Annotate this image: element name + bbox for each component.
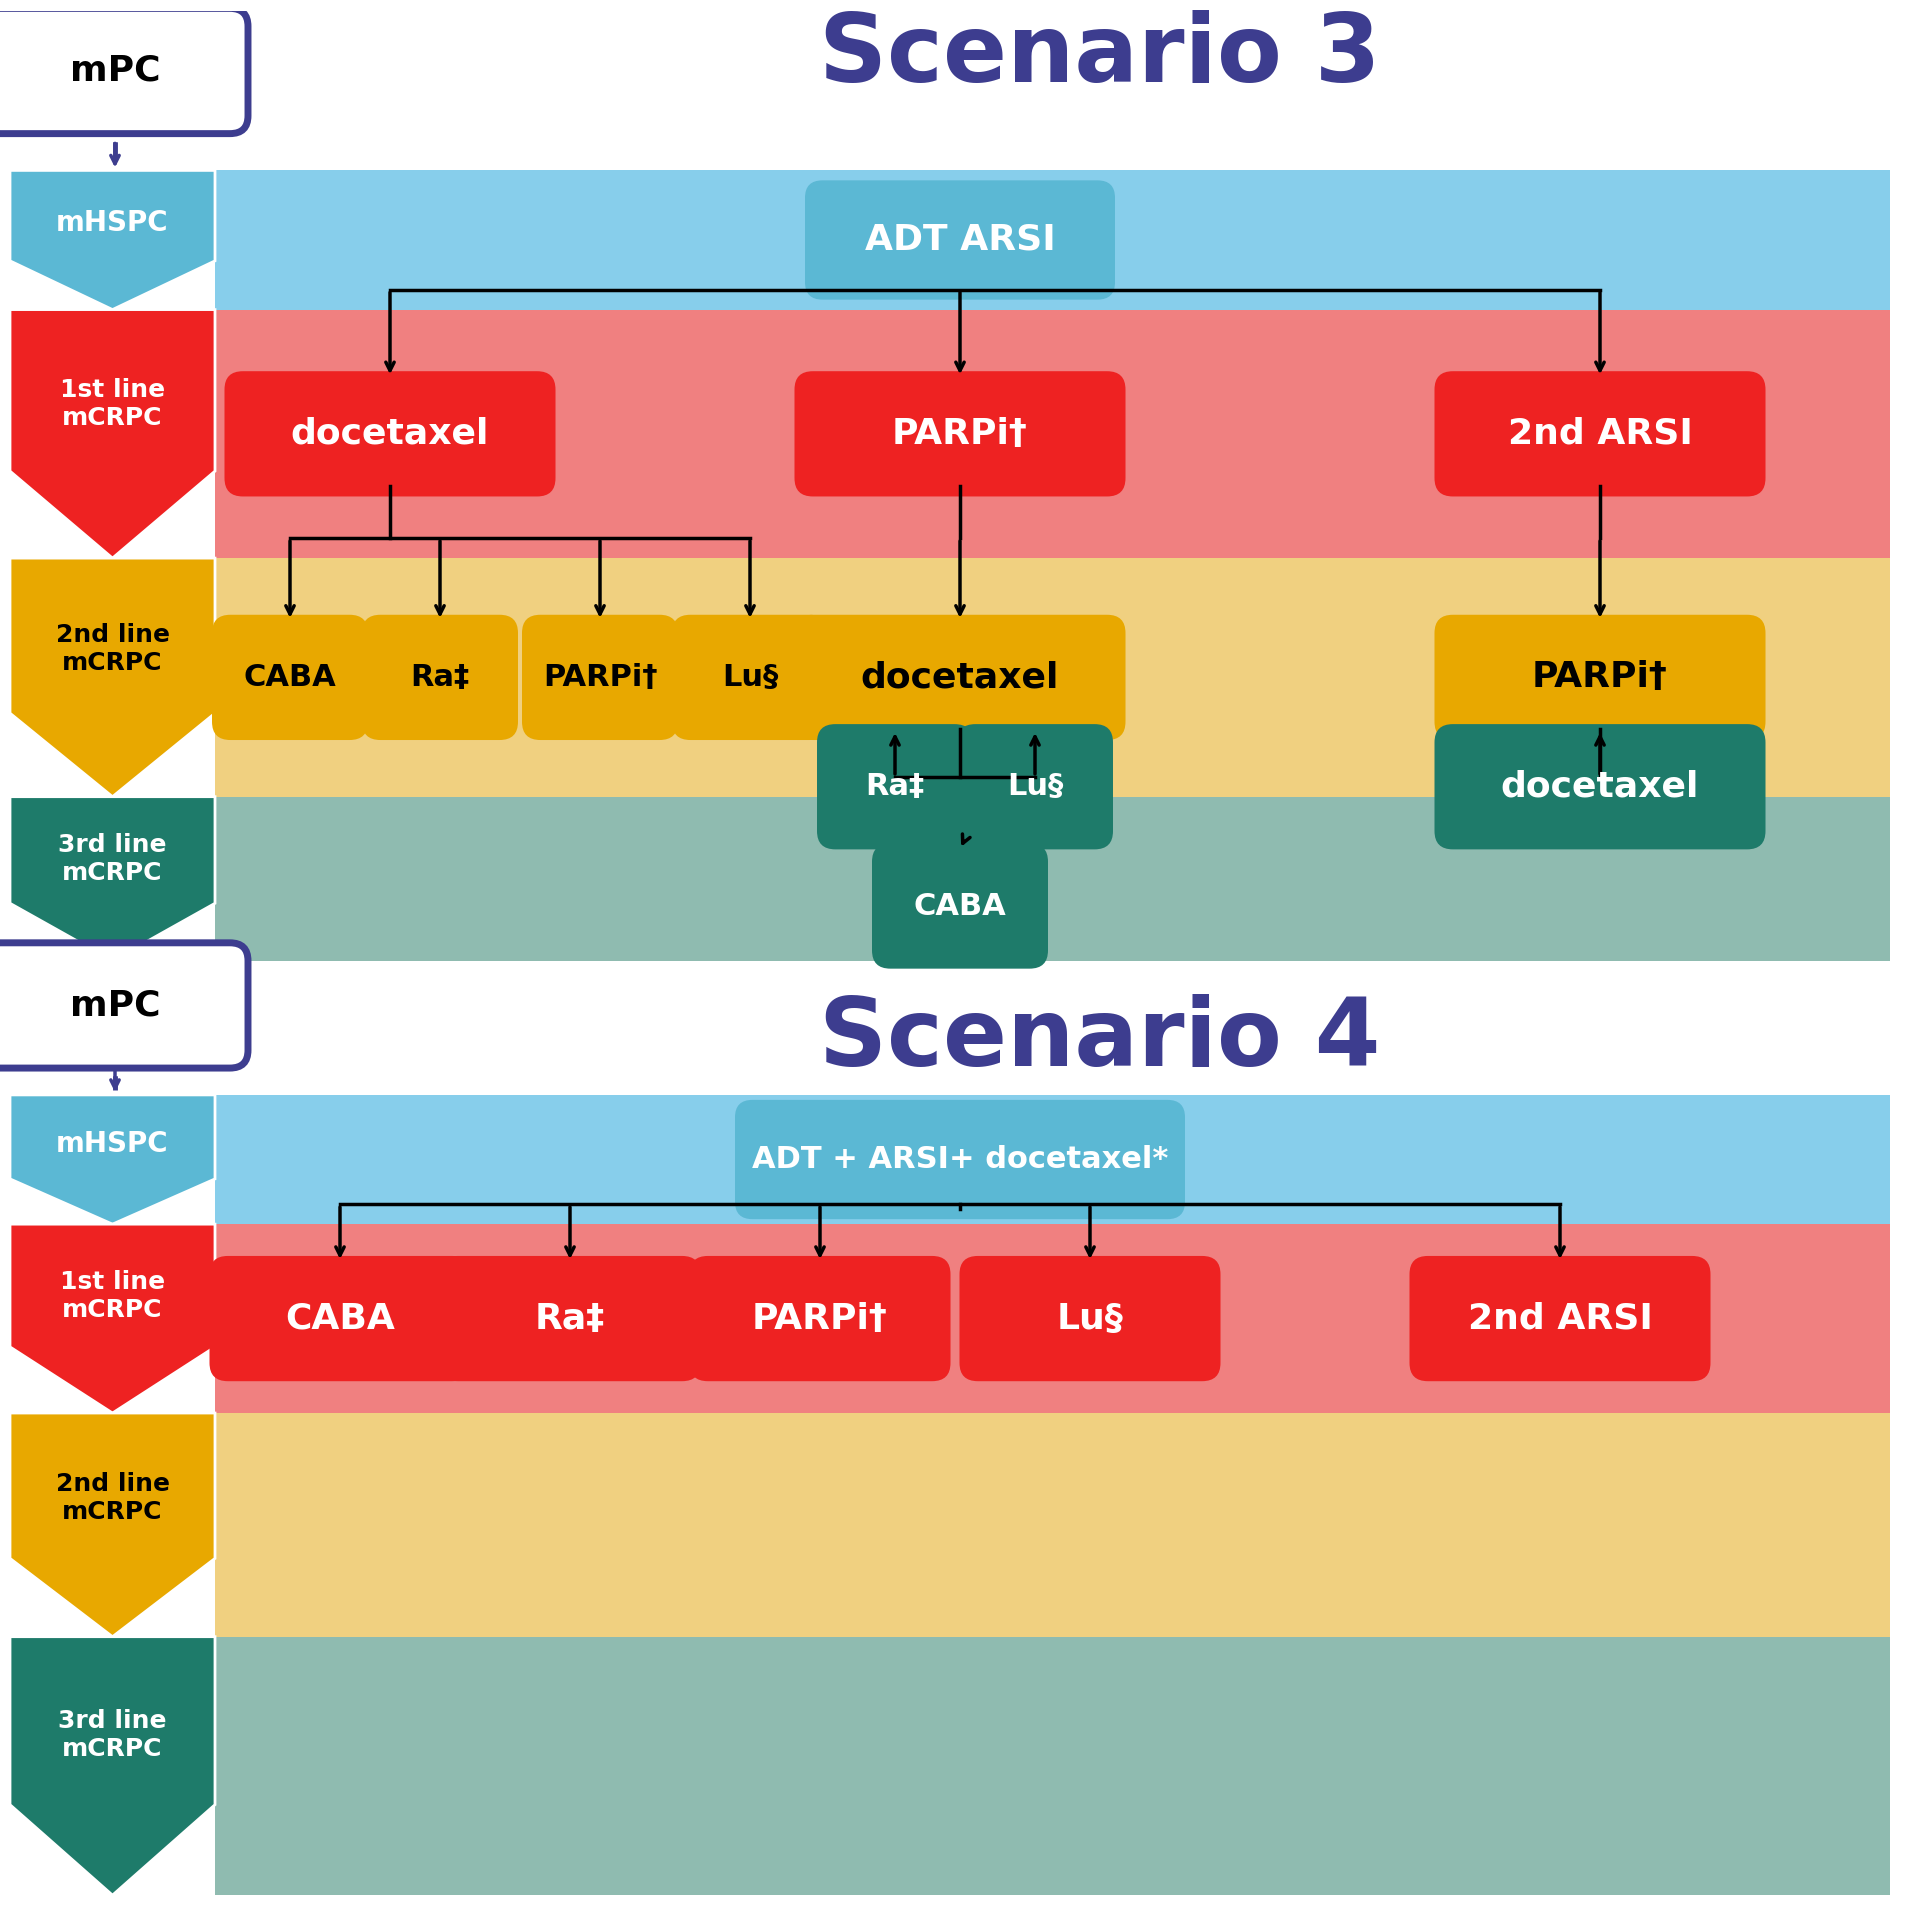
Text: CABA: CABA — [914, 891, 1006, 920]
Polygon shape — [10, 1413, 215, 1636]
Text: Ra‡: Ra‡ — [866, 772, 925, 801]
Text: docetaxel: docetaxel — [290, 417, 490, 451]
FancyBboxPatch shape — [363, 614, 518, 739]
Text: docetaxel: docetaxel — [860, 660, 1060, 695]
Text: Lu§: Lu§ — [1056, 1302, 1123, 1336]
Bar — [215, 559, 1889, 797]
Text: docetaxel: docetaxel — [1501, 770, 1699, 804]
FancyBboxPatch shape — [1434, 614, 1766, 739]
FancyBboxPatch shape — [225, 371, 555, 497]
Text: Lu§: Lu§ — [1006, 772, 1064, 801]
Text: PARPi†: PARPi† — [1532, 660, 1668, 695]
Bar — [215, 171, 1889, 309]
FancyBboxPatch shape — [795, 371, 1125, 497]
Text: mHSPC: mHSPC — [56, 1131, 169, 1158]
Text: 2nd line
mCRPC: 2nd line mCRPC — [56, 1473, 169, 1524]
FancyBboxPatch shape — [1434, 371, 1766, 497]
FancyBboxPatch shape — [689, 1256, 950, 1380]
Polygon shape — [10, 559, 215, 797]
FancyBboxPatch shape — [1434, 724, 1766, 849]
FancyBboxPatch shape — [440, 1256, 701, 1380]
FancyBboxPatch shape — [0, 8, 248, 134]
Text: mPC: mPC — [69, 54, 159, 88]
FancyBboxPatch shape — [795, 614, 1125, 739]
FancyBboxPatch shape — [1409, 1256, 1711, 1380]
FancyBboxPatch shape — [211, 614, 369, 739]
Polygon shape — [10, 309, 215, 559]
Text: mHSPC: mHSPC — [56, 209, 169, 238]
Text: ADT + ARSI+ docetaxel*: ADT + ARSI+ docetaxel* — [753, 1144, 1167, 1173]
FancyBboxPatch shape — [872, 843, 1048, 970]
Polygon shape — [10, 797, 215, 960]
Text: Ra‡: Ra‡ — [411, 662, 470, 691]
Bar — [215, 1094, 1889, 1225]
FancyBboxPatch shape — [735, 1100, 1185, 1219]
Text: ADT ARSI: ADT ARSI — [864, 223, 1056, 257]
Text: Ra‡: Ra‡ — [536, 1302, 605, 1336]
Text: 2nd ARSI: 2nd ARSI — [1507, 417, 1692, 451]
FancyBboxPatch shape — [960, 1256, 1221, 1380]
Text: Lu§: Lu§ — [722, 662, 778, 691]
FancyBboxPatch shape — [818, 724, 973, 849]
Bar — [215, 1413, 1889, 1636]
Polygon shape — [10, 1636, 215, 1895]
Polygon shape — [10, 171, 215, 309]
Polygon shape — [10, 1225, 215, 1413]
Text: 2nd ARSI: 2nd ARSI — [1467, 1302, 1653, 1336]
Bar — [215, 309, 1889, 559]
Text: Scenario 3: Scenario 3 — [820, 10, 1380, 102]
FancyBboxPatch shape — [0, 943, 248, 1068]
FancyBboxPatch shape — [804, 180, 1116, 300]
FancyBboxPatch shape — [522, 614, 678, 739]
Text: CABA: CABA — [284, 1302, 396, 1336]
Bar — [215, 797, 1889, 960]
FancyBboxPatch shape — [672, 614, 828, 739]
Text: 3rd line
mCRPC: 3rd line mCRPC — [58, 833, 167, 885]
Text: PARPi†: PARPi† — [893, 417, 1027, 451]
Text: PARPi†: PARPi† — [753, 1302, 887, 1336]
Text: mPC: mPC — [69, 989, 159, 1023]
Bar — [215, 1225, 1889, 1413]
Text: CABA: CABA — [244, 662, 336, 691]
Text: Scenario 4: Scenario 4 — [820, 995, 1380, 1087]
Text: PARPi†: PARPi† — [543, 662, 657, 691]
FancyBboxPatch shape — [209, 1256, 470, 1380]
Polygon shape — [10, 1094, 215, 1225]
Text: 1st line
mCRPC: 1st line mCRPC — [60, 378, 165, 430]
Text: 3rd line
mCRPC: 3rd line mCRPC — [58, 1709, 167, 1761]
Bar — [215, 1636, 1889, 1895]
FancyBboxPatch shape — [956, 724, 1114, 849]
Text: 2nd line
mCRPC: 2nd line mCRPC — [56, 622, 169, 674]
Text: 1st line
mCRPC: 1st line mCRPC — [60, 1269, 165, 1321]
